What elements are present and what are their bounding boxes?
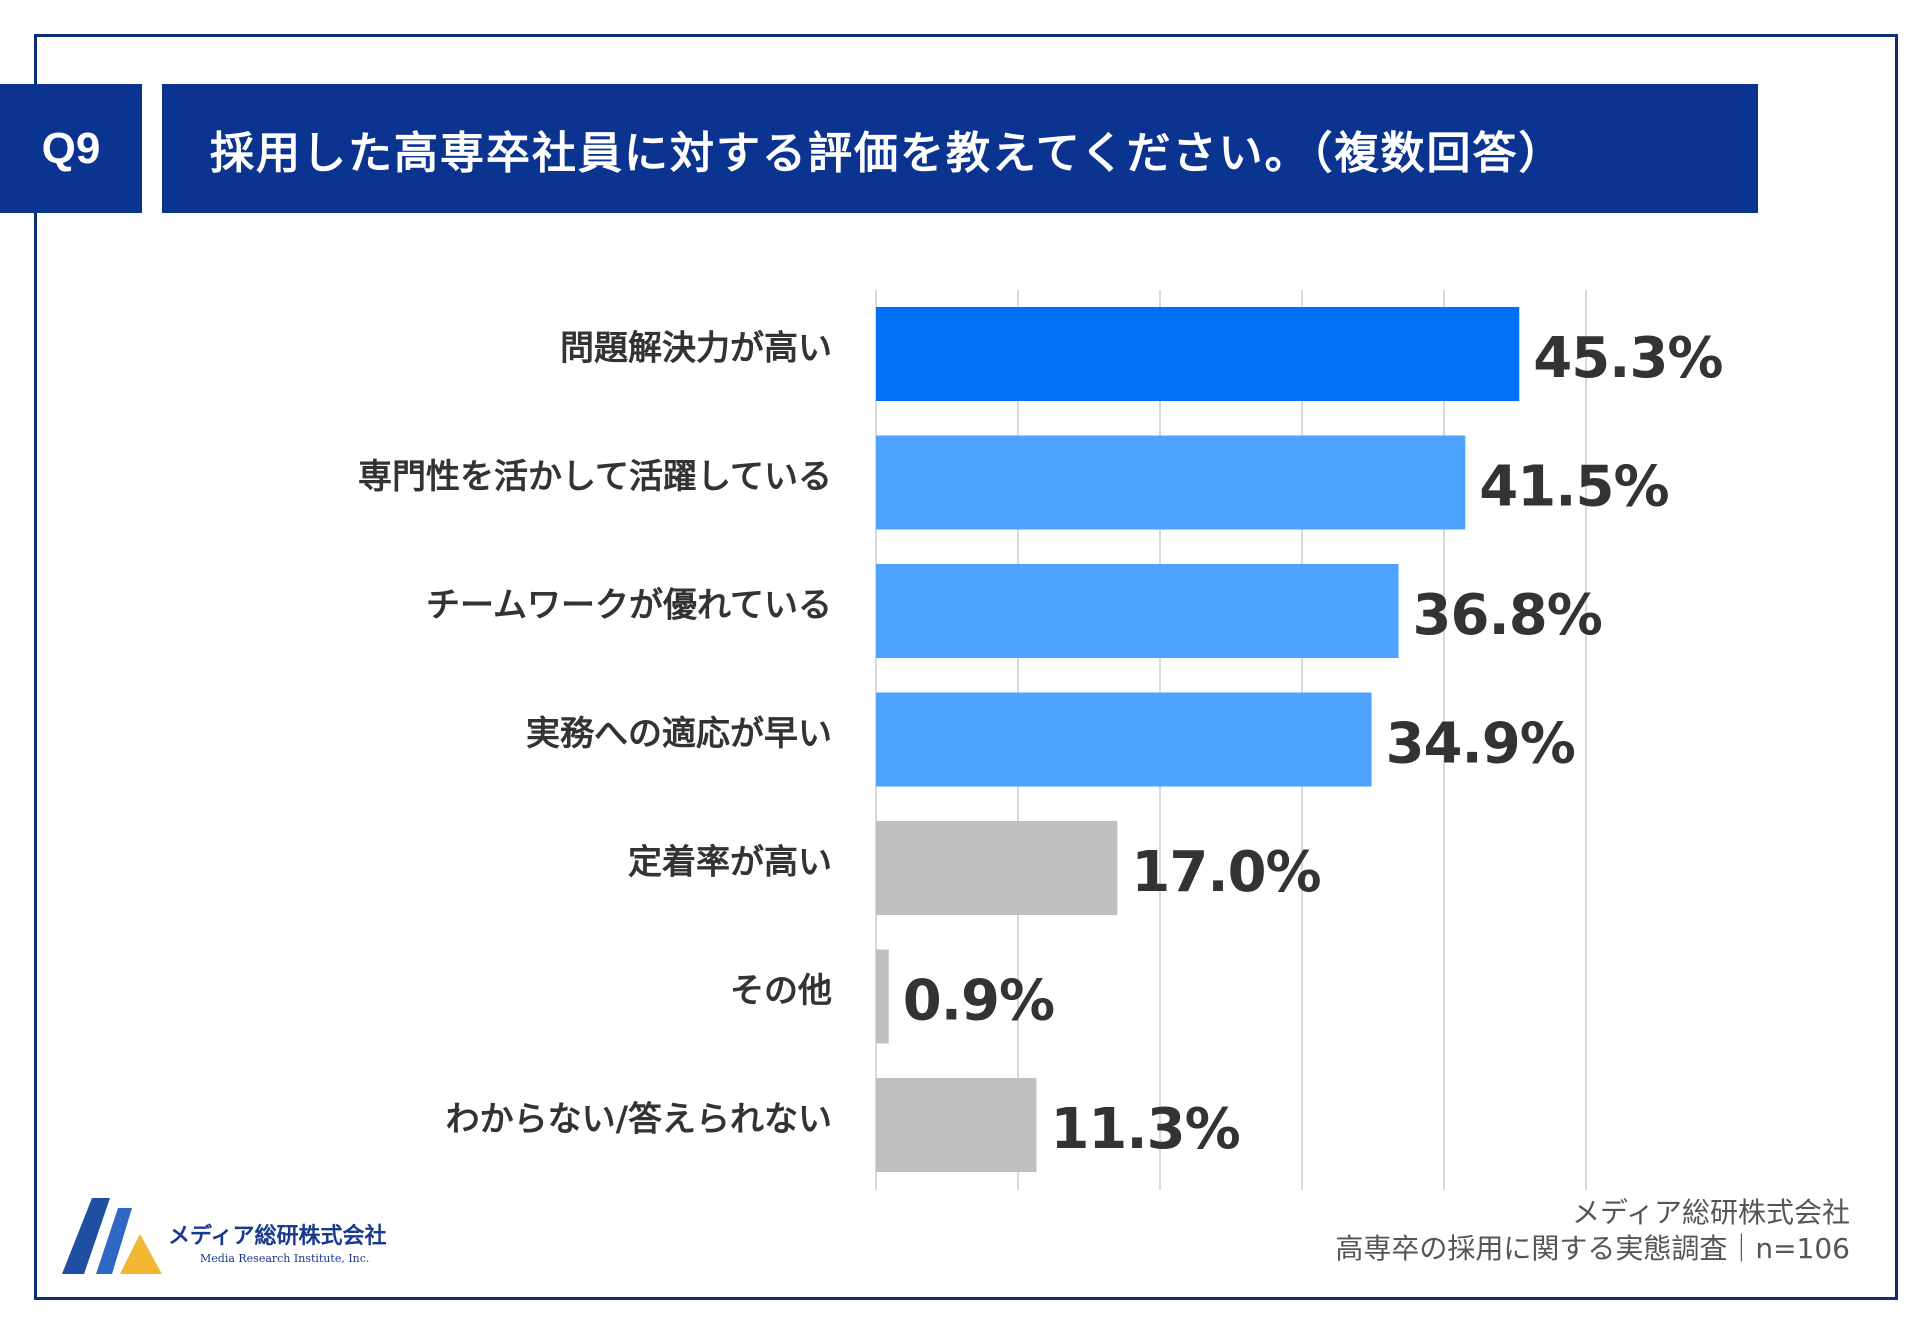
category-label: 実務への適応が早い bbox=[526, 714, 832, 754]
value-label: 11.3% bbox=[1050, 1097, 1239, 1162]
bar-4 bbox=[876, 692, 1372, 787]
source-line-1: メディア総研株式会社 bbox=[1571, 1196, 1850, 1229]
bar-7 bbox=[876, 1078, 1037, 1172]
source-note: メディア総研株式会社 高専卒の採用に関する実態調査｜n=106 bbox=[1335, 1195, 1850, 1267]
company-logo-icon bbox=[62, 1198, 162, 1274]
value-label: 17.0% bbox=[1131, 840, 1320, 905]
value-label: 34.9% bbox=[1386, 712, 1575, 777]
chart-title: 採用した高専卒社員に対する評価を教えてください。（複数回答） bbox=[162, 84, 1758, 213]
chart-frame bbox=[34, 34, 1898, 1300]
source-line-2: 高専卒の採用に関する実態調査｜n=106 bbox=[1335, 1232, 1850, 1265]
bar-3 bbox=[876, 564, 1399, 658]
bar-5 bbox=[876, 821, 1118, 915]
question-badge: Q9 bbox=[0, 84, 142, 213]
value-label: 41.5% bbox=[1479, 455, 1668, 520]
category-label: チームワークが優れている bbox=[426, 586, 832, 626]
bar-2 bbox=[876, 435, 1466, 530]
bar-1 bbox=[876, 307, 1520, 401]
category-label: その他 bbox=[730, 971, 832, 1011]
bars bbox=[876, 307, 1520, 1172]
category-label: わからない/答えられない bbox=[446, 1100, 832, 1140]
logo-company-english: Media Research Institute, Inc. bbox=[200, 1252, 370, 1265]
labels: 問題解決力が高い 45.3% 専門性を活かして活躍している 41.5% チームワークが優… bbox=[358, 326, 1724, 1162]
category-label: 定着率が高い bbox=[628, 843, 832, 883]
bar-6 bbox=[876, 949, 889, 1044]
category-label: 専門性を活かして活躍している bbox=[358, 457, 832, 497]
category-label: 問題解決力が高い bbox=[560, 329, 832, 369]
value-label: 45.3% bbox=[1533, 326, 1722, 391]
logo-company-name: メディア総研株式会社 bbox=[168, 1224, 387, 1249]
value-label: 0.9% bbox=[903, 969, 1054, 1034]
value-label: 36.8% bbox=[1413, 583, 1602, 648]
